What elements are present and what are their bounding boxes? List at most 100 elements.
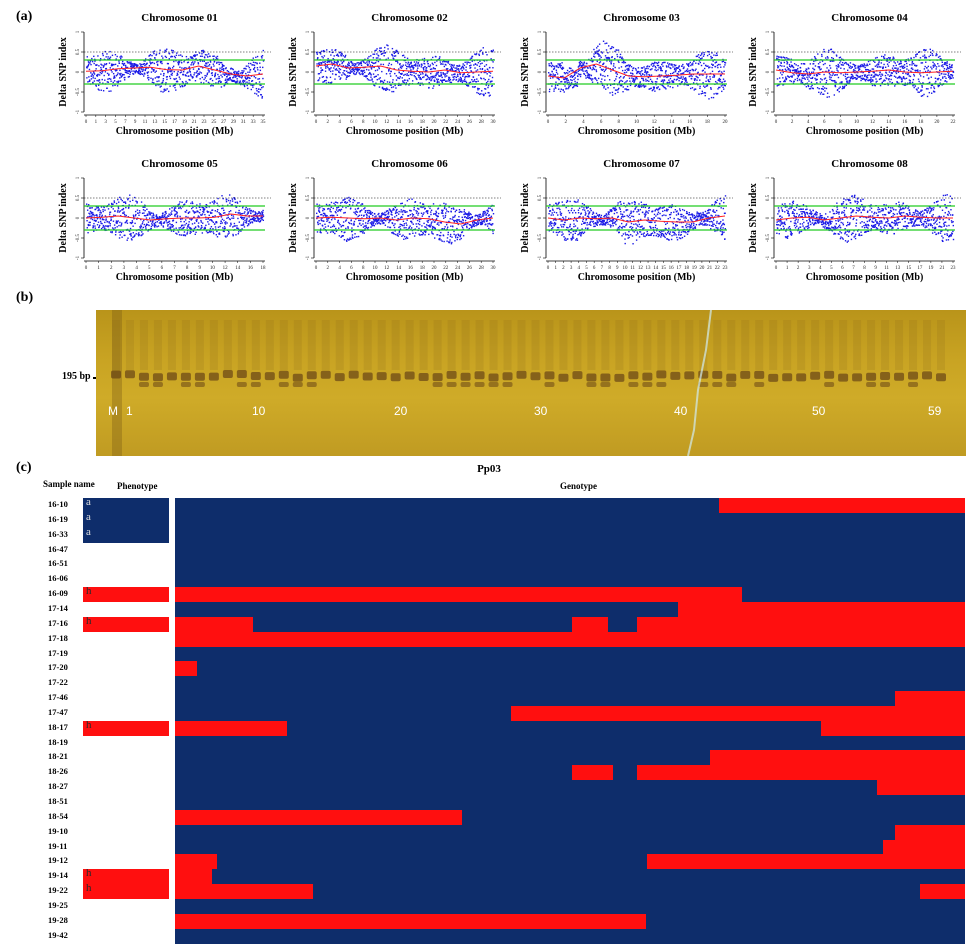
lane-smear: [769, 320, 777, 370]
gel-band: [936, 373, 946, 381]
lane-number-label: 1: [126, 404, 133, 418]
y-tick-label: 1: [306, 30, 311, 33]
genotype-bar: [175, 854, 965, 869]
gel-band: [712, 371, 722, 379]
gel-band: [628, 371, 638, 379]
x-tick-label: 16: [248, 266, 254, 271]
lane-smear: [280, 320, 288, 370]
x-tick-label: 2: [791, 120, 794, 125]
y-tick-label: 1: [306, 176, 311, 179]
x-tick-label: 18: [420, 120, 426, 125]
lane-number-label: 59: [928, 404, 941, 418]
phenotype-letter: h: [86, 585, 92, 597]
genotype-bar: [175, 557, 965, 572]
gel-band: [628, 382, 638, 387]
genotype-bar: [175, 691, 965, 706]
x-tick-label: 13: [646, 266, 652, 271]
y-tick-label: -0.5: [538, 88, 543, 96]
lane-smear: [923, 320, 931, 370]
y-tick-label: 0: [538, 70, 543, 73]
phenotype-letter: h: [86, 719, 92, 731]
genotype-bar: [175, 884, 965, 899]
alternate-genotype-segment: [511, 706, 965, 721]
gel-band: [237, 382, 247, 387]
alternate-genotype-segment: [572, 765, 613, 780]
lane-smear: [448, 320, 456, 370]
genotype-bar: [175, 825, 965, 840]
x-tick-label: 18: [705, 120, 711, 125]
lane-smear: [434, 320, 442, 370]
x-tick-label: 12: [870, 120, 876, 125]
gel-band: [447, 382, 457, 387]
x-tick-label: 7: [124, 120, 127, 125]
x-tick-label: 11: [143, 120, 148, 125]
y-tick-label: 0.5: [76, 48, 81, 55]
lane-smear: [839, 320, 847, 370]
lane-smear: [727, 320, 735, 370]
x-tick-label: 9: [616, 266, 619, 271]
lane-smear: [182, 320, 190, 370]
gel-band: [293, 374, 303, 382]
phenotype-letter: a: [86, 526, 91, 538]
sample-name: 16-33: [48, 529, 68, 539]
y-tick-label: -0.5: [76, 88, 81, 96]
gel-band: [544, 371, 554, 379]
lane-smear: [518, 320, 526, 370]
x-tick-label: 14: [886, 120, 892, 125]
x-tick-label: 16: [687, 120, 693, 125]
sample-name: 17-16: [48, 618, 68, 628]
y-tick-label: -0.5: [538, 234, 543, 242]
sample-name: 19-22: [48, 885, 68, 895]
sample-name: 16-09: [48, 588, 68, 598]
snp-points: [776, 194, 954, 243]
x-tick-label: 35: [261, 120, 267, 125]
gel-band: [866, 382, 876, 387]
lane-smear: [420, 320, 428, 370]
lane-smear: [867, 320, 875, 370]
genotype-bar: [175, 572, 965, 587]
alternate-genotype-segment: [637, 617, 965, 632]
y-axis-label: Delta SNP index: [288, 37, 299, 106]
alternate-genotype-segment: [175, 721, 287, 736]
gel-band: [237, 370, 247, 378]
x-tick-label: 16: [408, 266, 414, 271]
x-tick-label: 4: [338, 266, 341, 271]
x-tick-label: 4: [582, 120, 585, 125]
lane-number-label: 30: [534, 404, 547, 418]
x-tick-label: 1: [97, 266, 100, 271]
x-tick-label: 0: [315, 120, 318, 125]
x-tick-label: 25: [211, 120, 217, 125]
x-tick-label: 2: [327, 266, 330, 271]
x-tick-label: 27: [221, 120, 227, 125]
y-axis-label: Delta SNP index: [58, 183, 69, 252]
lane-smear: [140, 320, 148, 370]
y-tick-label: -1: [306, 109, 311, 114]
lane-smear: [252, 320, 260, 370]
gel-band: [754, 382, 764, 387]
alternate-genotype-segment: [175, 810, 462, 825]
lane-smear: [392, 320, 400, 370]
y-tick-label: -1: [766, 255, 771, 260]
genotype-bar: [175, 498, 965, 513]
x-axis-label: Chromosome position (Mb): [116, 272, 234, 283]
gel-band: [670, 372, 680, 380]
x-tick-label: 18: [420, 266, 426, 271]
gel-band: [796, 373, 806, 381]
y-tick-label: 0.5: [766, 194, 771, 201]
genotype-bar: [175, 661, 965, 676]
lane-smear: [811, 320, 819, 370]
x-tick-label: 10: [622, 266, 628, 271]
genotype-bar: [175, 528, 965, 543]
y-tick-label: 0: [76, 216, 81, 219]
gel-band: [838, 374, 848, 382]
sample-name: 19-28: [48, 915, 68, 925]
gel-band: [656, 382, 666, 387]
gel-band: [475, 382, 485, 387]
x-tick-label: 2: [564, 120, 567, 125]
gel-band: [377, 372, 387, 380]
gel-band: [139, 382, 149, 387]
